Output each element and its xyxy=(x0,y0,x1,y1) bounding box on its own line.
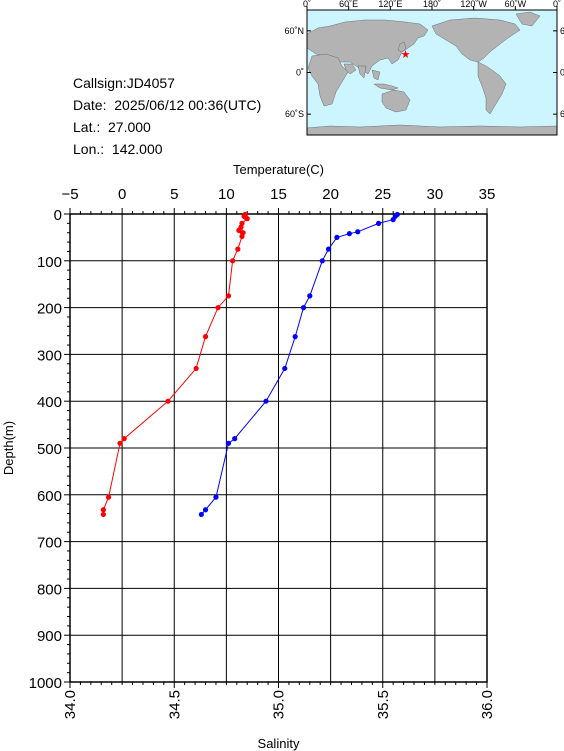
map-top-label: 60˚W xyxy=(505,0,527,9)
top-tick-label: 35 xyxy=(479,186,496,203)
map-top-label: 120˚W xyxy=(460,0,487,9)
depth-tick-label: 700 xyxy=(37,535,62,552)
map-top-label: 60˚E xyxy=(339,0,358,9)
temperature-point xyxy=(225,293,232,299)
salinity-point xyxy=(325,246,332,252)
salinity-point xyxy=(282,365,288,372)
temperature-point xyxy=(235,246,241,252)
depth-tick-label: 300 xyxy=(37,347,62,364)
temperature-point xyxy=(117,440,123,446)
chart-labels: −5 0 5 10 15 20 25 30 35 Temperature(C) 34.0 34.5 35… xyxy=(1,162,496,751)
station-star-icon: ★ xyxy=(401,48,411,61)
salinity-point xyxy=(198,511,204,518)
depth-tick-label: 200 xyxy=(37,301,62,318)
salinity-point xyxy=(334,234,340,240)
salinity-point xyxy=(319,258,325,264)
salinity-point xyxy=(392,213,398,219)
temperature-point xyxy=(242,211,248,218)
salinity-line xyxy=(201,214,398,515)
bottom-tick-label: 36.0 xyxy=(479,690,496,719)
top-tick-label: 0 xyxy=(118,186,126,203)
salinity-point xyxy=(394,211,400,218)
temperature-point xyxy=(121,436,127,442)
station-info: Callsign:JD4057 Date: 2025/06/12 00:36(U… xyxy=(73,72,261,160)
plot-frame xyxy=(69,213,488,683)
temperature-point xyxy=(239,220,245,226)
map-top-label: 0˚ xyxy=(553,0,561,9)
temperature-point xyxy=(230,258,236,264)
top-tick-label: 20 xyxy=(322,186,339,203)
top-tick-label: 30 xyxy=(427,186,444,203)
temperature-point xyxy=(244,216,250,222)
temperature-point xyxy=(240,230,246,236)
depth-tick-label: 1000 xyxy=(29,675,62,692)
salinity-point xyxy=(213,494,219,500)
salinity-point xyxy=(232,436,238,442)
temperature-point xyxy=(100,507,106,513)
salinity-point xyxy=(263,398,269,404)
lon-text: Lon.: 142.000 xyxy=(73,141,163,157)
depth-tick-label: 400 xyxy=(37,394,62,411)
temperature-point xyxy=(105,494,112,500)
lat-text: Lat.: 27.000 xyxy=(73,119,151,135)
depth-tick-label: 0 xyxy=(54,207,62,224)
date-text: Date: 2025/06/12 00:36(UTC) xyxy=(73,97,262,113)
temperature-point xyxy=(165,398,171,404)
salinity-point xyxy=(390,217,396,223)
temperature-point xyxy=(243,215,249,221)
salinity-point xyxy=(300,305,307,311)
bottom-tick-label: 34.5 xyxy=(166,690,183,719)
temperature-point xyxy=(238,224,244,230)
temperature-point xyxy=(241,213,247,219)
salinity-point xyxy=(346,231,352,237)
chart-grid xyxy=(69,213,488,683)
top-tick-label: 25 xyxy=(374,186,391,203)
map-ticks: 0˚ 60˚E 120˚E 180˚ 120˚W 60˚W 0˚ 60˚N 60˚N 0˚ 0˚ 60… xyxy=(284,0,564,119)
bottom-tick-label: 35.0 xyxy=(271,690,288,719)
temperature-point xyxy=(215,305,221,311)
bottom-tick-label: 35.5 xyxy=(375,690,392,719)
map-lat-label-left: 60˚N xyxy=(284,26,304,36)
top-tick-label: 5 xyxy=(170,186,178,203)
depth-tick-label: 900 xyxy=(37,628,62,645)
depth-axis-title: Depth(m) xyxy=(1,421,16,475)
temperature-line xyxy=(102,214,248,515)
top-tick-label: 10 xyxy=(218,186,235,203)
depth-tick-label: 100 xyxy=(37,254,62,271)
depth-tick-label: 600 xyxy=(37,488,62,505)
salinity-point xyxy=(225,440,232,446)
temperature-axis-title: Temperature(C) xyxy=(233,162,324,177)
salinity-point xyxy=(375,220,382,226)
chart-series xyxy=(100,211,400,518)
map-lat-label-left: 60˚S xyxy=(285,109,304,119)
map-top-label: 180˚ xyxy=(423,0,441,9)
depth-tick-label: 500 xyxy=(37,441,62,458)
bottom-tick-label: 34.0 xyxy=(62,690,79,719)
salinity-point xyxy=(307,293,313,299)
salinity-point xyxy=(355,229,361,235)
temperature-point xyxy=(202,334,209,340)
salinity-axis-title: Salinity xyxy=(258,736,300,751)
temperature-point xyxy=(239,233,245,240)
temperature-point xyxy=(193,365,199,372)
temperature-point xyxy=(100,511,106,518)
callsign-text: Callsign:JD4057 xyxy=(73,75,175,91)
map-land xyxy=(306,11,558,136)
salinity-point xyxy=(202,507,209,513)
map-top-label: 0˚ xyxy=(303,0,311,9)
map-lat-label-left: 0˚ xyxy=(296,68,304,78)
salinity-point xyxy=(292,334,298,340)
top-tick-label: 15 xyxy=(270,186,287,203)
top-tick-label: −5 xyxy=(61,186,78,203)
temperature-point xyxy=(236,227,242,233)
map-lat-label-right: 60˚S xyxy=(560,109,564,119)
chart-axes xyxy=(64,208,488,688)
world-map: 0˚ 60˚E 120˚E 180˚ 120˚W 60˚W 0˚ 60˚N 60˚N 0˚ 0˚ 60… xyxy=(284,0,564,136)
map-lat-label-right: 60˚N xyxy=(560,26,564,36)
station-marker: ★ xyxy=(401,48,411,61)
map-lat-label-right: 0˚ xyxy=(560,68,564,78)
depth-tick-label: 800 xyxy=(37,581,62,598)
map-top-label: 120˚E xyxy=(378,0,402,9)
